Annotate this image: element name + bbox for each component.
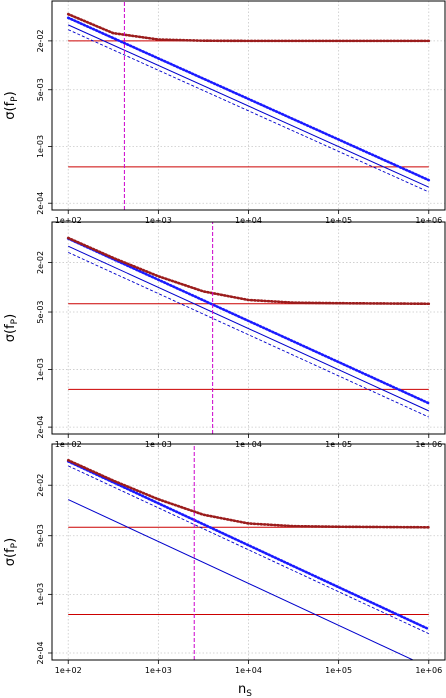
series-line-dotted-5 bbox=[66, 460, 431, 631]
x-tick-label: 1e+02 bbox=[55, 216, 82, 225]
y-axis-title-close: ) bbox=[3, 314, 18, 319]
series-line-dotted-5 bbox=[66, 16, 431, 182]
y-axis-title: σ(fP) bbox=[3, 91, 20, 119]
x-axis-title-subscript: S bbox=[246, 689, 252, 698]
x-tick-label: 1e+06 bbox=[415, 666, 442, 675]
y-axis-title: σ(fP) bbox=[3, 314, 20, 342]
series-line-dashed-4 bbox=[68, 251, 429, 418]
y-tick-label: 2e-04 bbox=[36, 416, 45, 439]
y-tick-label: 2e-02 bbox=[36, 29, 45, 52]
series-line-dotted-6 bbox=[66, 236, 431, 306]
x-tick-label: 1e+05 bbox=[325, 216, 352, 225]
x-tick-label: 1e+05 bbox=[325, 666, 352, 675]
chart-panel-3: 1e+02 1e+03 1e+04 1e+05 1e+06 2e-04 1e-03 5e-03… bbox=[3, 443, 446, 675]
y-axis-title: σ(fP) bbox=[3, 538, 20, 566]
series-line-dotted-6 bbox=[66, 12, 431, 43]
x-tick-label: 1e+06 bbox=[415, 216, 442, 225]
series-line-solid-3 bbox=[68, 24, 429, 188]
chart-panel-2: 1e+02 1e+03 1e+04 1e+05 1e+062e-041e-035e-03… bbox=[3, 221, 446, 449]
y-tick-label: 2e-04 bbox=[36, 641, 45, 664]
x-tick-label: 1e+02 bbox=[55, 666, 82, 675]
plot-area bbox=[66, 1, 431, 210]
y-tick-label: 2e-04 bbox=[36, 192, 45, 215]
series-line-dashed-4 bbox=[68, 465, 429, 635]
series-line-solid-3 bbox=[68, 499, 415, 660]
y-tick-label: 2e-02 bbox=[36, 474, 45, 497]
chart-panel-1: 1e+02 1e+03 1e+04 1e+05 1e+06 2e-04 1e-03 5e-03… bbox=[3, 0, 446, 225]
x-tick-label: 1e+03 bbox=[145, 216, 172, 225]
y-tick-label: 5e-03 bbox=[36, 300, 45, 323]
y-tick-label: 2e-02 bbox=[36, 251, 45, 274]
y-axis-title-main: σ(f bbox=[3, 324, 18, 342]
series-line-solid-3 bbox=[68, 245, 429, 412]
y-tick-label: 5e-03 bbox=[36, 524, 45, 547]
y-tick-label: 1e-03 bbox=[36, 135, 45, 158]
y-axis-title-close: ) bbox=[3, 91, 18, 96]
plot-area bbox=[66, 222, 431, 434]
y-tick-label: 1e-03 bbox=[36, 358, 45, 381]
series-line-dashed-4 bbox=[68, 29, 429, 193]
x-tick-label: 1e+04 bbox=[235, 666, 262, 675]
y-axis-title-main: σ(f bbox=[3, 548, 18, 566]
y-tick-label: 1e-03 bbox=[36, 583, 45, 606]
y-axis-title-subscript: P bbox=[10, 542, 20, 548]
x-tick-label: 1e+03 bbox=[145, 666, 172, 675]
y-axis-title-subscript: P bbox=[10, 318, 20, 324]
y-axis-title-subscript: P bbox=[10, 96, 20, 102]
x-axis-title-main: n bbox=[238, 682, 246, 697]
plot-area bbox=[66, 444, 431, 660]
y-axis-title-close: ) bbox=[3, 538, 18, 543]
x-tick-label: 1e+04 bbox=[235, 216, 262, 225]
series-line-dotted-5 bbox=[66, 237, 431, 405]
x-axis-title: nS bbox=[238, 682, 252, 698]
series-line-dotted-6 bbox=[66, 458, 431, 529]
y-axis-title-main: σ(f bbox=[3, 101, 18, 119]
y-tick-label: 5e-03 bbox=[36, 78, 45, 101]
